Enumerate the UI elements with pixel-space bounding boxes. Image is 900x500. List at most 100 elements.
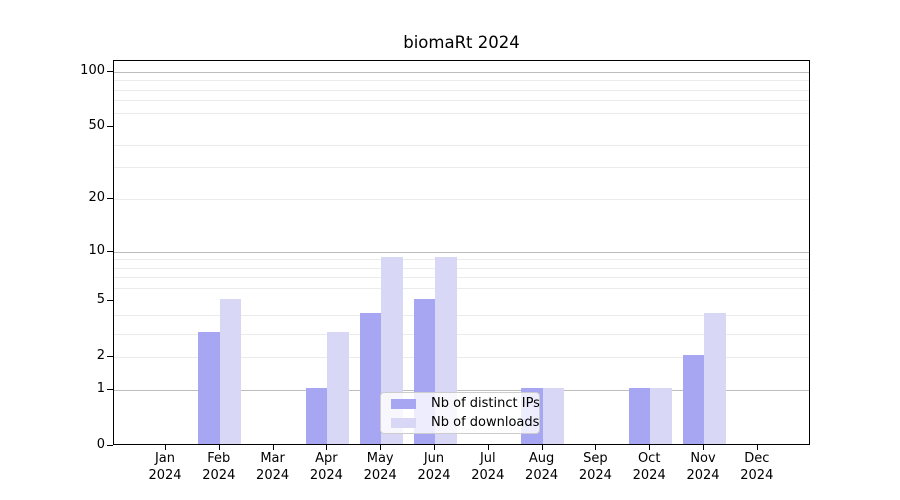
gridline-minor <box>114 288 809 290</box>
gridline-minor <box>114 259 809 261</box>
x-axis-tick <box>218 445 220 450</box>
y-tick-label: 2 <box>96 347 105 363</box>
bar-distinct-ips <box>198 331 220 444</box>
legend-swatch-distinct-ips <box>391 398 416 409</box>
bar-downloads <box>704 313 726 444</box>
x-tick-year: 2024 <box>256 468 290 483</box>
x-tick-month: Oct <box>637 451 661 466</box>
y-tick-label: 20 <box>88 190 105 205</box>
x-axis-tick <box>487 445 489 450</box>
y-axis-tick <box>107 198 113 199</box>
gridline-major <box>114 251 809 253</box>
x-tick-month: Jan <box>154 451 176 466</box>
gridline-minor <box>114 277 809 279</box>
bar-downloads <box>650 387 672 444</box>
x-tick-year: 2024 <box>632 468 666 483</box>
x-axis-tick <box>272 445 274 450</box>
gridline-minor <box>114 144 809 146</box>
x-tick-label: Mar 2024 <box>241 450 305 484</box>
x-tick-label: Apr 2024 <box>294 450 358 484</box>
gridline-major <box>114 71 809 73</box>
bar-downloads <box>219 298 242 444</box>
x-tick-label: Feb 2024 <box>187 450 251 484</box>
x-axis-tick <box>595 445 597 450</box>
y-axis-tick <box>107 355 113 357</box>
legend-entry-downloads: Nb of downloads <box>381 414 539 431</box>
x-axis-tick <box>541 445 543 450</box>
bar-downloads <box>542 387 565 444</box>
legend: Nb of distinct IPs Nb of downloads <box>380 392 540 434</box>
x-axis-tick <box>649 445 651 450</box>
x-tick-label: Oct 2024 <box>617 450 681 484</box>
x-tick-label: Jul 2024 <box>456 450 520 484</box>
gridline-minor <box>114 267 809 269</box>
legend-label-distinct-ips: Nb of distinct IPs <box>431 396 540 411</box>
y-axis-tick <box>107 250 113 252</box>
y-tick-label: 5 <box>96 291 105 307</box>
x-tick-year: 2024 <box>525 468 559 483</box>
x-tick-label: Dec 2024 <box>725 450 789 484</box>
x-tick-year: 2024 <box>363 468 397 483</box>
bar-distinct-ips <box>628 387 651 444</box>
gridline-minor <box>114 356 809 358</box>
x-tick-year: 2024 <box>471 468 505 483</box>
x-tick-month: Sep <box>583 451 608 466</box>
x-tick-year: 2024 <box>309 468 343 483</box>
y-axis-tick <box>107 388 113 390</box>
x-tick-label: Sep 2024 <box>563 450 627 484</box>
y-tick-label: 0 <box>96 437 105 452</box>
x-tick-year: 2024 <box>417 468 451 483</box>
x-tick-month: Mar <box>260 451 285 466</box>
gridline-minor <box>114 80 809 82</box>
x-tick-label: May 2024 <box>348 450 412 484</box>
gridline-minor <box>114 199 809 200</box>
x-axis-tick <box>326 445 328 450</box>
y-axis-tick <box>107 126 113 127</box>
x-tick-label: Jun 2024 <box>402 450 466 484</box>
x-tick-month: Apr <box>315 451 338 466</box>
gridline-minor <box>114 315 809 317</box>
x-tick-month: Jul <box>479 451 496 466</box>
x-tick-month: Feb <box>207 451 231 466</box>
x-tick-year: 2024 <box>148 468 182 483</box>
x-tick-month: Jun <box>423 451 445 466</box>
legend-swatch-downloads <box>391 417 416 428</box>
x-axis-tick <box>703 445 704 450</box>
gridline-major <box>114 389 809 391</box>
gridline-minor <box>114 100 809 102</box>
x-tick-year: 2024 <box>578 468 612 483</box>
x-tick-year: 2024 <box>686 468 720 483</box>
x-axis-tick <box>756 445 758 450</box>
x-tick-month: Aug <box>528 451 555 466</box>
x-tick-label: Aug 2024 <box>510 450 574 484</box>
x-tick-year: 2024 <box>740 468 774 483</box>
legend-label-downloads: Nb of downloads <box>431 415 540 430</box>
gridline-minor <box>114 89 809 91</box>
bar-distinct-ips <box>682 354 704 444</box>
x-tick-year: 2024 <box>202 468 236 483</box>
y-axis-tick <box>107 299 113 301</box>
x-tick-label: Jan 2024 <box>133 450 197 484</box>
x-tick-label: Nov 2024 <box>671 450 735 484</box>
y-tick-label: 1 <box>96 380 105 396</box>
bar-distinct-ips <box>359 313 382 444</box>
y-axis-tick <box>107 70 113 72</box>
x-axis-tick <box>165 445 166 450</box>
x-tick-month: Nov <box>690 451 716 466</box>
legend-entry-distinct-ips: Nb of distinct IPs <box>381 395 540 412</box>
y-tick-label: 10 <box>88 242 105 258</box>
bar-distinct-ips <box>305 387 328 444</box>
y-tick-label: 50 <box>88 118 105 133</box>
gridline-minor <box>114 112 809 114</box>
x-tick-month: Dec <box>744 451 770 466</box>
chart-title: biomaRt 2024 <box>403 33 520 52</box>
gridline-minor <box>114 333 809 335</box>
y-axis-tick <box>107 445 113 446</box>
x-axis-tick <box>434 445 435 450</box>
x-tick-month: May <box>366 451 394 466</box>
plot-area <box>113 60 810 445</box>
gridline-minor <box>114 167 809 169</box>
y-tick-label: 100 <box>80 62 105 78</box>
x-axis-tick <box>380 445 382 450</box>
